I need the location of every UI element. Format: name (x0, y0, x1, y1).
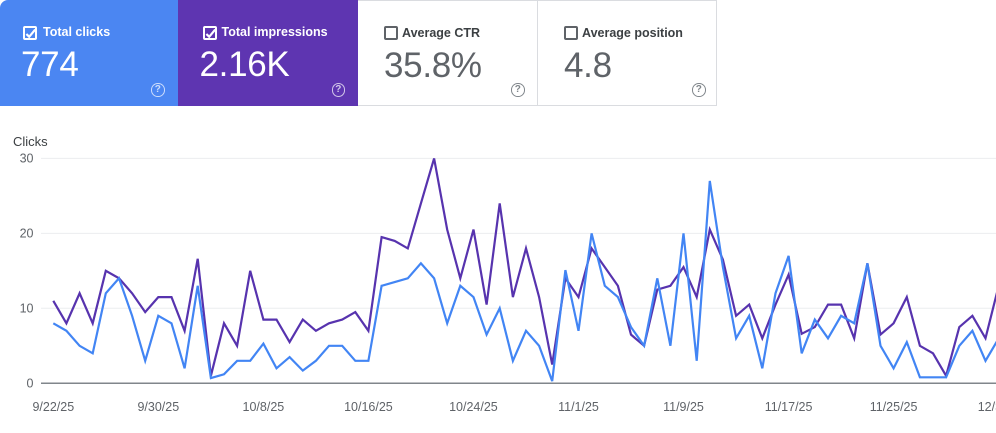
svg-text:9/22/25: 9/22/25 (32, 400, 74, 414)
svg-text:Clicks: Clicks (13, 134, 48, 149)
svg-text:0: 0 (27, 377, 34, 391)
svg-text:10/24/25: 10/24/25 (449, 400, 498, 414)
svg-text:11/25/25: 11/25/25 (870, 400, 918, 414)
svg-text:10/8/25: 10/8/25 (243, 400, 285, 414)
svg-text:9/30/25: 9/30/25 (137, 400, 179, 414)
svg-text:12/3/25: 12/3/25 (978, 400, 996, 414)
svg-text:20: 20 (20, 227, 34, 241)
svg-text:10: 10 (20, 302, 34, 316)
svg-text:11/9/25: 11/9/25 (663, 400, 704, 414)
svg-text:11/1/25: 11/1/25 (558, 400, 599, 414)
svg-text:10/16/25: 10/16/25 (344, 400, 393, 414)
svg-text:11/17/25: 11/17/25 (765, 400, 813, 414)
svg-text:30: 30 (20, 152, 34, 166)
